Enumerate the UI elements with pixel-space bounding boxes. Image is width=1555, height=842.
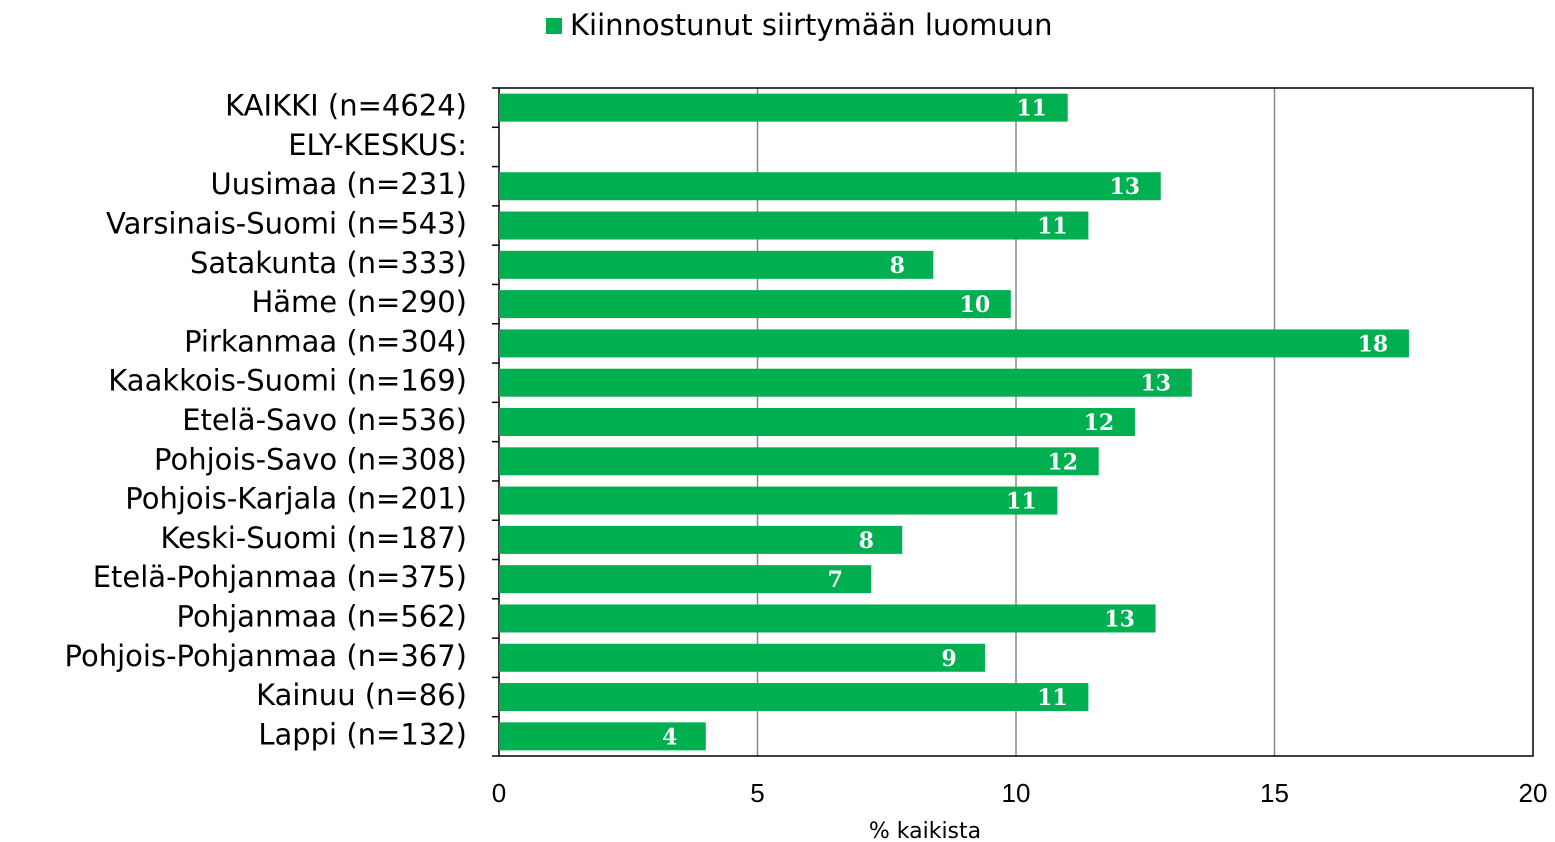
y-tick-label: Lappi (n=132) xyxy=(258,717,467,751)
x-tick-label: 0 xyxy=(492,778,506,808)
bar xyxy=(499,93,1068,122)
bar xyxy=(499,486,1058,515)
y-tick-label: Kainuu (n=86) xyxy=(256,678,467,712)
x-tick-label: 10 xyxy=(1002,778,1031,808)
x-axis-label: % kaikista xyxy=(869,819,981,842)
bar xyxy=(499,447,1099,476)
value-label: 11 xyxy=(1037,214,1068,240)
value-label: 18 xyxy=(1358,331,1389,357)
y-tick-label: Etelä-Savo (n=536) xyxy=(182,403,467,437)
bar xyxy=(499,368,1192,397)
value-label: 11 xyxy=(1006,489,1037,515)
y-tick-label: KAIKKI (n=4624) xyxy=(225,89,467,123)
y-tick-label: Pohjois-Karjala (n=201) xyxy=(125,482,467,516)
bar xyxy=(499,722,706,751)
bar xyxy=(499,643,985,672)
y-tick-label: Kaakkois-Suomi (n=169) xyxy=(108,364,467,398)
bar xyxy=(499,172,1161,201)
bar xyxy=(499,250,934,279)
value-label: 13 xyxy=(1104,606,1135,632)
y-tick-label: Pohjanmaa (n=562) xyxy=(177,599,467,633)
value-label: 13 xyxy=(1109,174,1140,200)
bar xyxy=(499,290,1011,319)
bar xyxy=(499,525,903,554)
legend-label: Kiinnostunut siirtymään luomuun xyxy=(570,8,1052,42)
bar xyxy=(499,683,1089,712)
bar xyxy=(499,211,1089,240)
value-label: 12 xyxy=(1047,449,1078,475)
x-tick-label: 5 xyxy=(750,778,764,808)
value-label: 8 xyxy=(890,253,905,279)
value-label: 8 xyxy=(859,528,874,554)
value-label: 12 xyxy=(1084,410,1115,436)
y-tick-label: Häme (n=290) xyxy=(251,285,467,319)
bar xyxy=(499,604,1156,633)
y-tick-label: ELY-KESKUS: xyxy=(288,128,467,162)
value-label: 7 xyxy=(828,567,843,593)
value-label: 9 xyxy=(941,646,956,672)
value-label: 11 xyxy=(1016,96,1047,122)
value-label: 10 xyxy=(960,292,991,318)
y-tick-label: Pohjois-Savo (n=308) xyxy=(154,442,467,476)
x-tick-label: 20 xyxy=(1519,778,1548,808)
value-label: 13 xyxy=(1140,371,1171,397)
value-label: 4 xyxy=(662,724,677,750)
legend-swatch xyxy=(546,18,562,34)
bar xyxy=(499,408,1135,436)
value-label: 11 xyxy=(1037,685,1068,711)
y-tick-label: Satakunta (n=333) xyxy=(190,246,467,280)
bar xyxy=(499,329,1409,358)
y-tick-label: Uusimaa (n=231) xyxy=(211,167,467,201)
bar xyxy=(499,565,872,594)
y-tick-label: Pirkanmaa (n=304) xyxy=(184,324,467,358)
x-tick-label: 15 xyxy=(1260,778,1289,808)
y-tick-label: Varsinais-Suomi (n=543) xyxy=(106,207,467,241)
y-tick-label: Keski-Suomi (n=187) xyxy=(160,521,467,555)
y-tick-label: Pohjois-Pohjanmaa (n=367) xyxy=(65,639,467,673)
y-tick-label: Etelä-Pohjanmaa (n=375) xyxy=(93,560,467,594)
